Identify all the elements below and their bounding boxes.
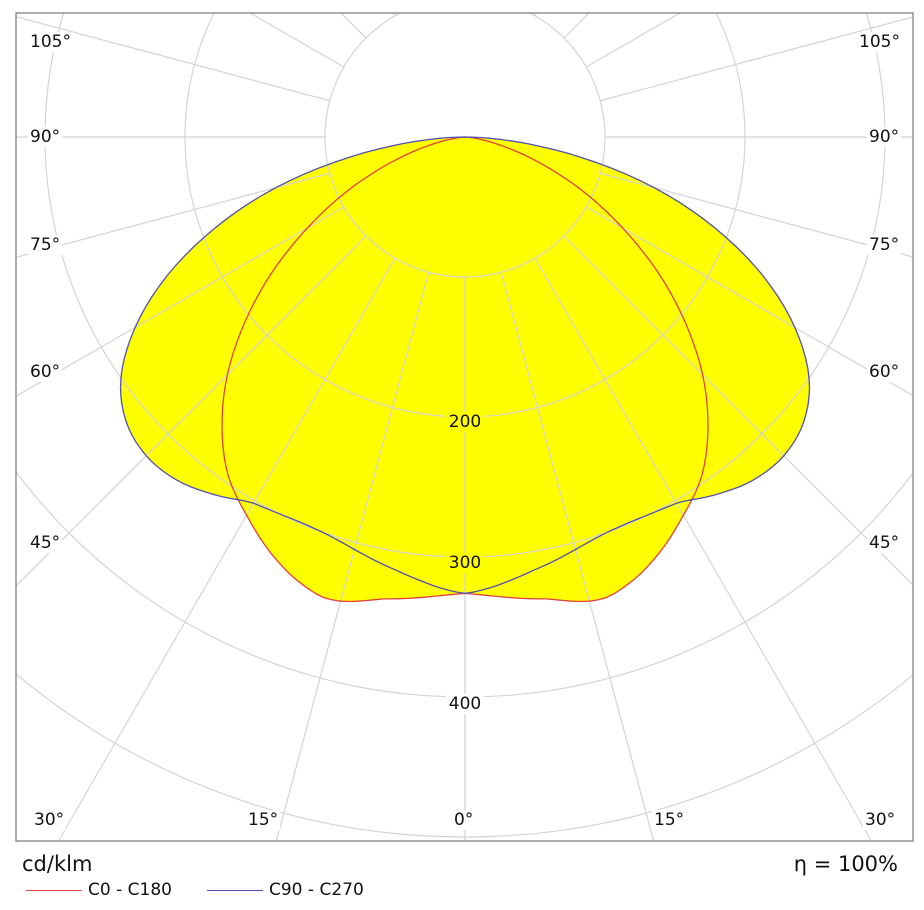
angle-label-bottom: 0° [452, 810, 476, 830]
distribution-curves [119, 136, 811, 603]
angle-label-left: 90° [28, 127, 63, 147]
angle-label-right: 30° [863, 810, 898, 830]
legend-label: C0 - C180 [88, 880, 172, 900]
unit-label: cd/klm [22, 852, 93, 876]
legend-swatch-red [26, 889, 82, 891]
angle-label-left: 15° [246, 810, 281, 830]
efficiency-label: η = 100% [793, 852, 898, 876]
angle-label-right: 105° [857, 32, 902, 52]
radial-label: 200 [445, 412, 485, 432]
legend-item-c0-c180: C0 - C180 [26, 880, 172, 900]
angle-label-right: 90° [867, 127, 902, 147]
angle-label-left: 75° [28, 235, 63, 255]
angle-label-right: 45° [867, 533, 902, 553]
legend-label: C90 - C270 [269, 880, 364, 900]
angle-label-left: 60° [28, 362, 63, 382]
legend-swatch-blue [207, 889, 263, 891]
angle-label-left: 105° [28, 32, 73, 52]
angle-label-right: 75° [867, 235, 902, 255]
angle-label-left: 45° [28, 533, 63, 553]
radial-label: 400 [445, 694, 485, 714]
legend-item-c90-c270: C90 - C270 [207, 880, 364, 900]
curve-c90-c270 [119, 136, 811, 595]
chart-frame [15, 12, 914, 842]
angle-label-right: 60° [867, 362, 902, 382]
angle-label-left: 30° [32, 810, 67, 830]
angle-label-right: 15° [652, 810, 687, 830]
radial-label: 300 [445, 553, 485, 573]
